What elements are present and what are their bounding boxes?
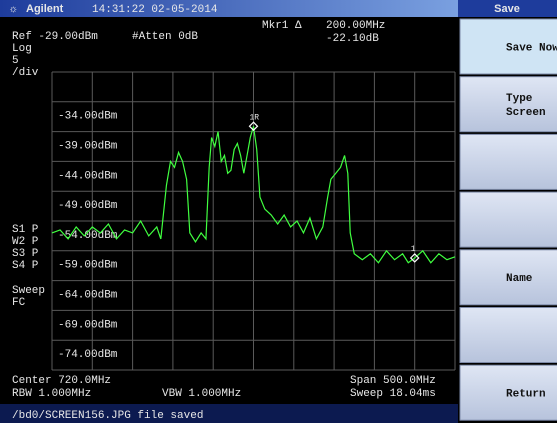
vbw: VBW 1.000MHz	[162, 388, 241, 400]
y-tick-label: -44.00dBm	[58, 170, 118, 182]
y-tick-label: -49.00dBm	[58, 200, 118, 212]
marker	[409, 253, 420, 263]
trace-label: S3 P	[12, 248, 39, 260]
softkey-label: Screen	[506, 107, 546, 119]
top-bar	[0, 0, 458, 17]
softkey-label: Name	[506, 273, 533, 285]
marker-delta: -22.10dB	[326, 33, 379, 45]
ref-level: Ref -29.00dBm	[12, 31, 98, 43]
rbw: RBW 1.000MHz	[12, 388, 91, 400]
menu-title-bar	[458, 0, 557, 17]
menu-title: Save	[494, 3, 520, 15]
softkey-label: Save Now	[506, 42, 557, 54]
y-tick-label: -69.00dBm	[58, 319, 118, 331]
marker-freq: 200.00MHz	[326, 20, 385, 32]
softkey	[459, 18, 557, 75]
softkey-label: Return	[506, 389, 546, 401]
trace-label: S1 P	[12, 224, 39, 236]
logo: ☼	[10, 4, 17, 16]
sweep-label: Sweep	[12, 285, 45, 297]
status-bar	[0, 404, 458, 423]
softkey	[459, 133, 557, 190]
y-tick-label: -59.00dBm	[58, 260, 118, 272]
center-freq: Center 720.0MHz	[12, 375, 111, 387]
y-tick-label: -34.00dBm	[58, 111, 118, 123]
marker-label: 1	[411, 245, 416, 254]
status-text: /bd0/SCREEN156.JPG file saved	[12, 410, 203, 422]
scale-type: Log	[12, 43, 32, 55]
softkey	[459, 364, 557, 421]
marker-label: Mkr1 Δ	[262, 20, 302, 32]
y-tick-label: -54.00dBm	[58, 230, 118, 242]
y-tick-label: -39.00dBm	[58, 141, 118, 153]
marker	[248, 121, 259, 132]
y-tick-label: -64.00dBm	[58, 290, 118, 302]
y-tick-label: -74.00dBm	[58, 349, 118, 361]
scale-value: 5	[12, 55, 19, 67]
trace-label: W2 P	[12, 236, 39, 248]
brand: Agilent	[26, 3, 64, 15]
sweep-mode: FC	[12, 297, 26, 309]
trace	[51, 126, 456, 264]
softkey-label: Type	[506, 93, 533, 105]
softkey	[459, 76, 557, 133]
softkey	[459, 307, 557, 363]
scale-unit: /div	[12, 67, 39, 79]
marker-label: 1R	[250, 113, 260, 122]
softkey	[459, 191, 557, 248]
atten: #Atten 0dB	[132, 31, 198, 43]
sweep-time: Sweep 18.04ms	[350, 388, 436, 400]
span: Span 500.0MHz	[350, 375, 436, 387]
datetime: 14:31:22 02-05-2014	[92, 4, 218, 16]
trace-label: S4 P	[12, 260, 39, 272]
softkey	[459, 249, 557, 306]
